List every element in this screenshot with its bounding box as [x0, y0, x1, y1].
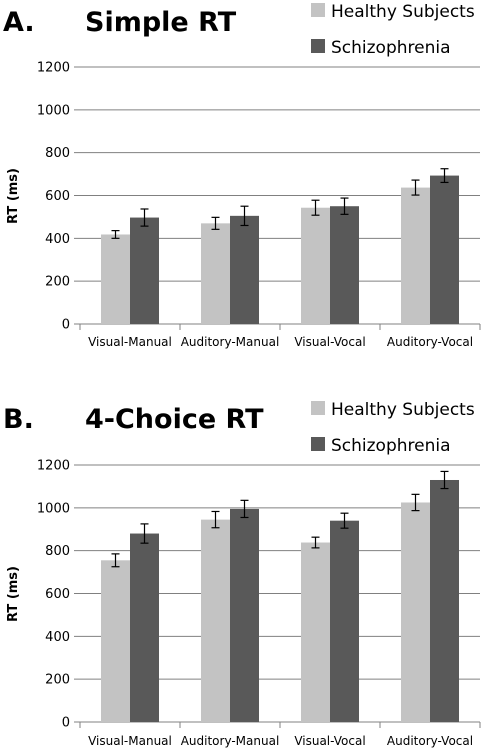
bar-healthy: [201, 223, 230, 324]
legend-label-healthy: Healthy Subjects: [331, 2, 475, 22]
chart-panel-4-choice-rt: B. 4-Choice RT Healthy Subjects Schizoph…: [3, 400, 481, 748]
x-category-label: Auditory-Vocal: [387, 734, 473, 748]
bar-schizophrenia: [230, 215, 259, 324]
y-tick-label: 0: [62, 716, 70, 731]
x-category-label: Visual-Manual: [88, 734, 172, 748]
bar-schizophrenia: [130, 533, 159, 722]
bar-schizophrenia: [130, 217, 159, 324]
y-tick-label: 1000: [37, 103, 70, 118]
bar-healthy: [401, 502, 430, 722]
y-tick-label: 400: [45, 630, 70, 645]
legend-label-healthy: Healthy Subjects: [331, 400, 475, 420]
legend-swatch-schizophrenia: [311, 39, 325, 53]
legend-swatch-healthy: [311, 401, 325, 415]
legend-label-schizophrenia: Schizophrenia: [331, 436, 451, 456]
legend-label-schizophrenia: Schizophrenia: [331, 38, 451, 58]
chart-panel-simple-rt: A. Simple RT Healthy Subjects Schizophre…: [3, 2, 481, 349]
plot-area: 0 200 400 600 800 1000 1200 Visual-Manual Audito…: [37, 459, 481, 748]
x-category-label: Auditory-Manual: [181, 734, 280, 748]
bar-schizophrenia: [330, 206, 359, 324]
chart-title: 4-Choice RT: [85, 404, 264, 435]
y-tick-label: 200: [45, 673, 70, 688]
y-tick-label: 400: [45, 232, 70, 247]
legend-swatch-healthy: [311, 3, 325, 17]
x-category-label: Visual-Manual: [88, 335, 172, 349]
legend-swatch-schizophrenia: [311, 437, 325, 451]
x-category-label: Auditory-Manual: [181, 335, 280, 349]
y-tick-label: 800: [45, 544, 70, 559]
bar-schizophrenia: [330, 520, 359, 722]
x-category-label: Visual-Vocal: [294, 335, 365, 349]
panel-label: A.: [3, 7, 35, 38]
x-category-label: Auditory-Vocal: [387, 335, 473, 349]
x-category-label: Visual-Vocal: [294, 734, 365, 748]
y-tick-label: 600: [45, 189, 70, 204]
y-tick-label: 600: [45, 587, 70, 602]
chart-title: Simple RT: [85, 7, 237, 38]
y-tick-label: 200: [45, 275, 70, 290]
bar-schizophrenia: [230, 508, 259, 722]
y-tick-label: 1000: [37, 501, 70, 516]
bar-healthy: [301, 207, 330, 324]
bar-schizophrenia: [430, 479, 459, 722]
y-tick-label: 1200: [37, 459, 70, 474]
y-tick-label: 1200: [37, 61, 70, 76]
bar-healthy: [201, 519, 230, 722]
bar-healthy: [401, 187, 430, 324]
bar-healthy: [101, 560, 130, 722]
y-tick-label: 800: [45, 146, 70, 161]
panel-label: B.: [3, 404, 34, 435]
bar-schizophrenia: [430, 175, 459, 324]
y-axis-title: RT (ms): [6, 566, 21, 622]
bar-healthy: [301, 542, 330, 722]
y-tick-label: 0: [62, 318, 70, 333]
y-axis-title: RT (ms): [6, 168, 21, 224]
bar-healthy: [101, 234, 130, 324]
plot-area: 0 200 400 600 800 1000 1200 Visual-Manual Audito…: [37, 61, 481, 349]
